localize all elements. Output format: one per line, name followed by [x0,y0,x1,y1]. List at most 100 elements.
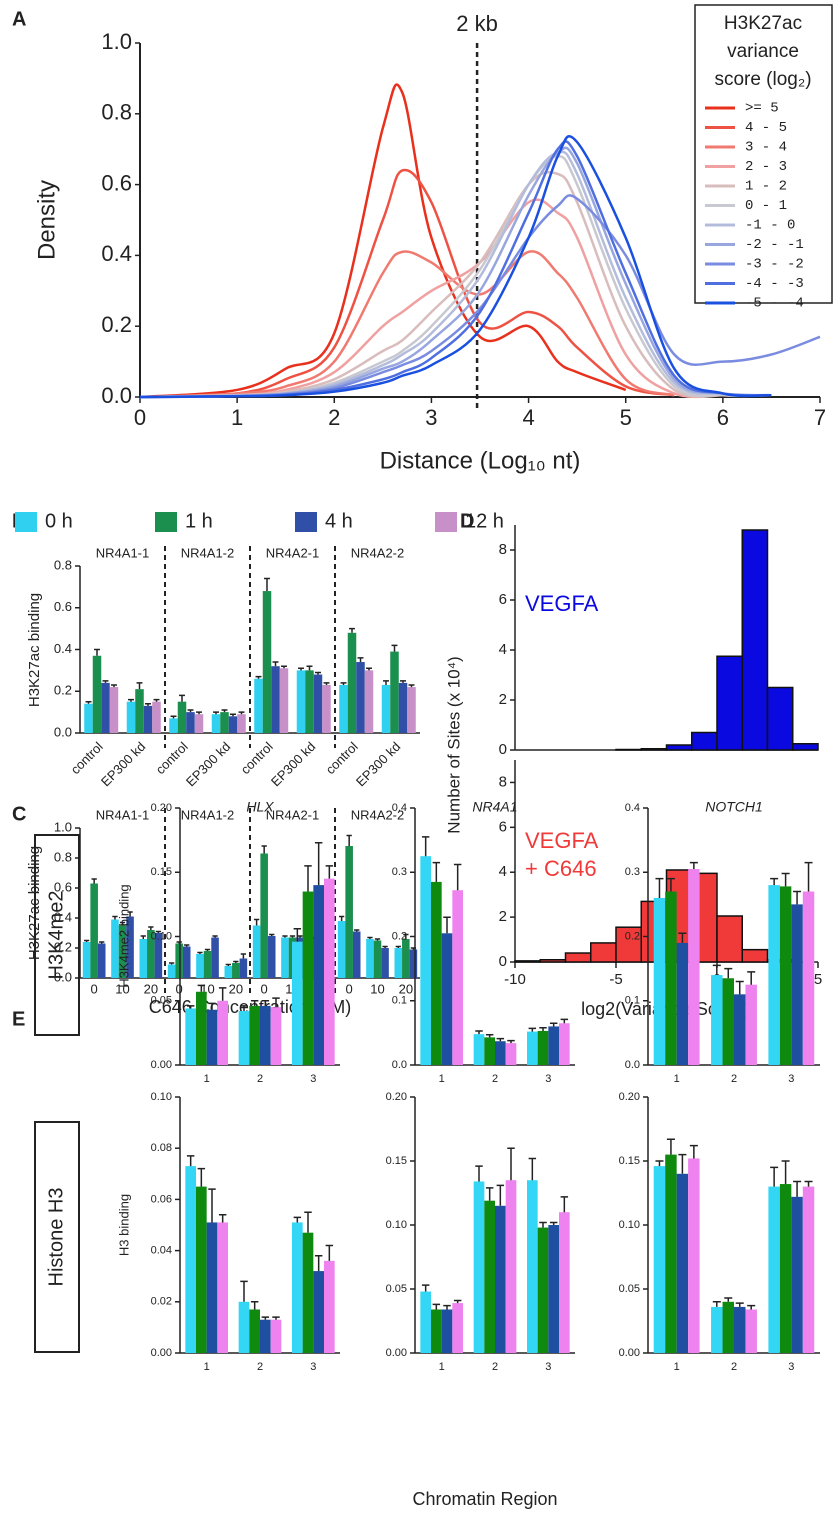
bar [653,897,666,1065]
error-bar [282,935,288,938]
bar [211,937,219,978]
bar [228,716,238,733]
legend-title: variance [727,41,799,62]
bar [390,651,399,733]
bar [745,1309,757,1353]
y-tick-label: 0.4 [54,909,72,924]
bar [217,1222,228,1353]
legend-box [694,4,833,304]
chart-title: NR4A1 [472,799,517,815]
bar [305,670,314,733]
y-tick-label: 0.05 [619,1283,640,1295]
y-tick-label: 0.8 [54,849,72,864]
x-tick-label: 20 [144,981,158,996]
y-tick-label: 0.2 [625,930,640,942]
y-tick-label: 0.0 [101,383,132,408]
bar [473,1181,485,1353]
error-bar [233,960,239,963]
y-tick-label: 0.10 [151,1091,172,1103]
group-label: NR4A2-2 [351,807,404,822]
x-tick-label: 2 [328,405,340,430]
bar [791,904,803,1065]
annotation: VEGFA [525,828,599,853]
chart-title: NOTCH1 [705,799,763,815]
error-bar [453,1299,462,1304]
error-bar [293,1216,302,1223]
x-tick-label: 10 [115,981,129,996]
bar [802,1186,815,1353]
legend-label: 3 - 4 [745,140,787,156]
error-bar [432,861,441,882]
error-bar [666,1138,675,1155]
error-bar [549,1022,558,1027]
y-tick-label: 1.0 [54,819,72,834]
y-tick-label: 4 [499,863,507,880]
x-tick-label: control [238,739,276,777]
error-bar [176,941,182,944]
error-bar [770,1166,779,1187]
legend-title: H3K27ac [724,13,802,34]
error-bar [496,1184,505,1206]
bar [185,1008,196,1065]
bar [452,890,463,1065]
legend-label: 4 h [325,510,353,532]
x-tick-label: EP300 kd [183,739,233,789]
histogram-bar [564,952,592,963]
y-tick-label: 0.20 [151,802,172,814]
group-label: NR4A1-1 [96,545,149,560]
error-bar [91,878,97,884]
group-label: NR4A1-2 [181,807,234,822]
x-axis-label: Distance (Log₁₀ nt) [380,447,581,474]
bar [527,1180,538,1353]
y-tick-label: 0.2 [54,939,72,954]
bar [167,964,176,978]
error-bar [314,841,323,886]
error-bar [102,680,109,683]
bar [260,1005,271,1065]
bar [559,1023,570,1065]
bar [143,705,153,733]
error-bar [528,1157,537,1181]
bar [238,1011,250,1065]
bar [322,684,331,733]
y-tick-label: 0.4 [101,241,132,266]
bar [196,954,204,978]
y-tick-label: 0.4 [54,641,72,656]
error-bar [304,865,312,892]
error-bar [186,1155,195,1167]
error-bar [443,916,451,934]
y-tick-label: 4 [499,641,507,658]
x-tick-label: 3 [788,1361,794,1373]
bar [82,942,91,978]
error-bar [678,1153,687,1174]
bar [484,1037,495,1065]
error-bar [289,935,296,938]
error-bar [196,711,202,715]
bar [302,891,314,1065]
group-label: NR4A1-2 [181,545,234,560]
bar [194,714,204,733]
error-bar [197,1167,206,1187]
error-bar [186,1005,195,1009]
group-label: NR4A2-1 [266,545,319,560]
error-bar [475,1165,483,1182]
error-bar [204,948,211,951]
error-bar [297,935,303,938]
error-bar [781,872,790,887]
y-tick-label: 0.4 [392,802,407,814]
y-tick-label: 6 [499,591,507,608]
y-axis-label: H3K27ac binding [26,846,43,960]
y-tick-label: 0.10 [151,930,172,942]
bar [147,930,155,978]
y-tick-label: 8 [499,541,507,558]
error-bar [221,709,228,713]
bar [381,684,391,733]
histogram-bar [792,743,819,751]
y-tick-label: 0.3 [625,866,640,878]
x-tick-label: 1 [204,1073,210,1085]
x-tick-label: control [323,739,361,777]
error-bar [349,627,355,633]
error-bar [112,915,118,920]
error-bar [168,962,175,965]
